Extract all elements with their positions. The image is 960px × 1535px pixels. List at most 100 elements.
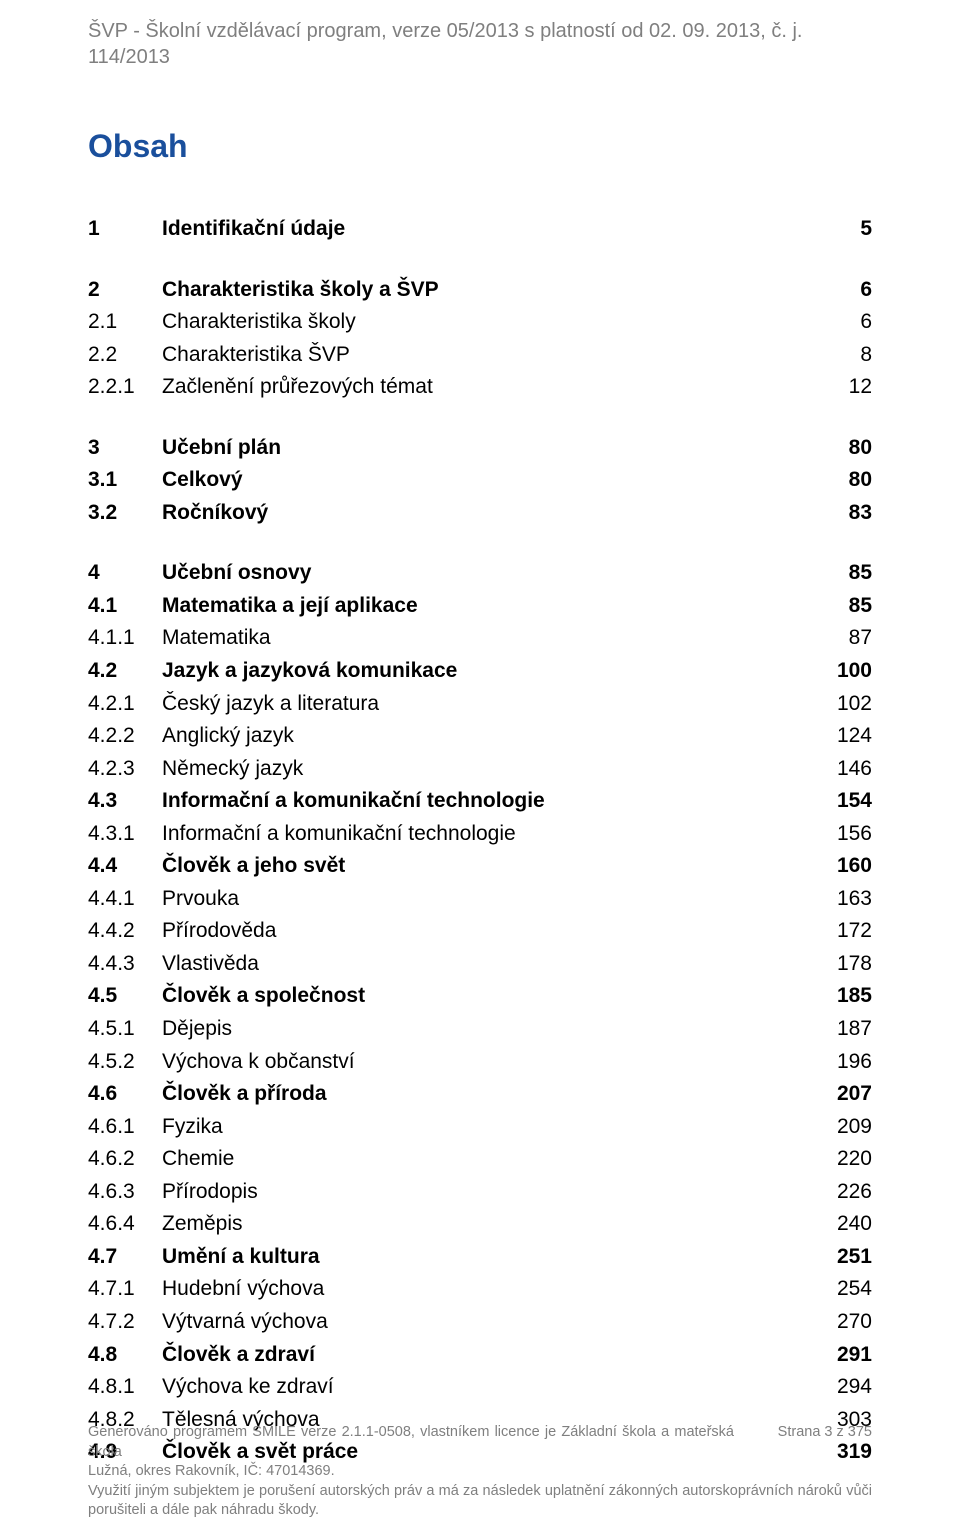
toc-row: 3.2Ročníkový83 — [88, 497, 872, 530]
toc-row: 2.2.1Začlenění průřezových témat12 — [88, 371, 872, 404]
toc-number: 4.6.3 — [88, 1176, 162, 1209]
toc-number: 4.6.4 — [88, 1208, 162, 1241]
toc-row: 4.5.1Dějepis187 — [88, 1013, 872, 1046]
toc-number: 4.1 — [88, 590, 162, 623]
toc-label: Přírodověda — [162, 915, 818, 948]
toc-number: 4.4.2 — [88, 915, 162, 948]
toc-page: 146 — [818, 753, 872, 786]
document-page: ŠVP - Školní vzdělávací program, verze 0… — [0, 0, 960, 1535]
toc-row: 4.5Člověk a společnost185 — [88, 980, 872, 1013]
toc-row: 3Učební plán80 — [88, 432, 872, 465]
toc-label: Člověk a příroda — [162, 1078, 818, 1111]
toc-number: 1 — [88, 213, 162, 246]
toc-number: 3 — [88, 432, 162, 465]
toc-label: Ročníkový — [162, 497, 818, 530]
toc-page: 8 — [818, 339, 872, 372]
toc-label: Vlastivěda — [162, 948, 818, 981]
toc-label: Prvouka — [162, 883, 818, 916]
toc-page: 294 — [818, 1371, 872, 1404]
toc-label: Člověk a společnost — [162, 980, 818, 1013]
toc-label: Charakteristika školy — [162, 306, 818, 339]
toc-number: 4.4.3 — [88, 948, 162, 981]
toc-page: 80 — [818, 464, 872, 497]
toc-row: 1Identifikační údaje5 — [88, 213, 872, 246]
toc-label: Chemie — [162, 1143, 818, 1176]
toc-row: 4.2Jazyk a jazyková komunikace100 — [88, 655, 872, 688]
footer-page-number: Strana 3 z 375 — [734, 1423, 872, 1462]
toc-block: 3Učební plán803.1Celkový803.2Ročníkový83 — [88, 432, 872, 530]
toc-label: Hudební výchova — [162, 1273, 818, 1306]
toc-label: Charakteristika školy a ŠVP — [162, 274, 818, 307]
toc-row: 4.6Člověk a příroda207 — [88, 1078, 872, 1111]
toc-label: Učební osnovy — [162, 557, 818, 590]
toc-label: Výchova k občanství — [162, 1046, 818, 1079]
toc-label: Matematika — [162, 622, 818, 655]
toc-label: Učební plán — [162, 432, 818, 465]
toc-page: 83 — [818, 497, 872, 530]
toc-label: Umění a kultura — [162, 1241, 818, 1274]
toc-block: 2Charakteristika školy a ŠVP62.1Charakte… — [88, 274, 872, 404]
toc-row: 3.1Celkový80 — [88, 464, 872, 497]
toc-page: 226 — [818, 1176, 872, 1209]
toc-label: Dějepis — [162, 1013, 818, 1046]
toc-number: 3.2 — [88, 497, 162, 530]
toc-row: 4.6.4Zeměpis240 — [88, 1208, 872, 1241]
toc-row: 4.7Umění a kultura251 — [88, 1241, 872, 1274]
toc-row: 4.4.1Prvouka163 — [88, 883, 872, 916]
toc-label: Výchova ke zdraví — [162, 1371, 818, 1404]
page-header: ŠVP - Školní vzdělávací program, verze 0… — [88, 18, 872, 70]
toc-row: 4.8.1Výchova ke zdraví294 — [88, 1371, 872, 1404]
toc-page: 102 — [818, 688, 872, 721]
toc-number: 4.6 — [88, 1078, 162, 1111]
toc-number: 4.3 — [88, 785, 162, 818]
toc-row: 4.2.2Anglický jazyk124 — [88, 720, 872, 753]
toc-label: Matematika a její aplikace — [162, 590, 818, 623]
toc-label: Identifikační údaje — [162, 213, 818, 246]
toc-row: 4.6.2Chemie220 — [88, 1143, 872, 1176]
toc-row: 4.3.1Informační a komunikační technologi… — [88, 818, 872, 851]
toc-row: 4.6.1Fyzika209 — [88, 1111, 872, 1144]
toc-label: Německý jazyk — [162, 753, 818, 786]
toc-page: 251 — [818, 1241, 872, 1274]
toc-row: 4.2.3Německý jazyk146 — [88, 753, 872, 786]
toc-number: 4.3.1 — [88, 818, 162, 851]
toc-page: 87 — [818, 622, 872, 655]
toc-number: 4.2.3 — [88, 753, 162, 786]
toc-page: 178 — [818, 948, 872, 981]
toc-row: 4.6.3Přírodopis226 — [88, 1176, 872, 1209]
toc-row: 2Charakteristika školy a ŠVP6 — [88, 274, 872, 307]
toc-number: 4.8.1 — [88, 1371, 162, 1404]
toc-row: 4.4.3Vlastivěda178 — [88, 948, 872, 981]
footer-line-1: Generováno programem SMILE verze 2.1.1-0… — [88, 1423, 734, 1462]
toc-label: Výtvarná výchova — [162, 1306, 818, 1339]
toc-number: 4.2.2 — [88, 720, 162, 753]
toc-block: 1Identifikační údaje5 — [88, 213, 872, 246]
toc-page: 85 — [818, 557, 872, 590]
toc-page: 154 — [818, 785, 872, 818]
toc-label: Fyzika — [162, 1111, 818, 1144]
table-of-contents: 1Identifikační údaje5 2Charakteristika šk… — [88, 213, 872, 1469]
toc-page: 124 — [818, 720, 872, 753]
toc-row: 4.3Informační a komunikační technologie1… — [88, 785, 872, 818]
page-footer: Generováno programem SMILE verze 2.1.1-0… — [88, 1423, 872, 1521]
toc-row: 4.5.2Výchova k občanství196 — [88, 1046, 872, 1079]
toc-block: 4Učební osnovy85 4.1Matematika a její apl… — [88, 557, 872, 1468]
toc-row: 4.2.1Český jazyk a literatura102 — [88, 688, 872, 721]
toc-number: 4.4 — [88, 850, 162, 883]
toc-number: 4.2.1 — [88, 688, 162, 721]
toc-number: 2 — [88, 274, 162, 307]
toc-page: 5 — [818, 213, 872, 246]
toc-number: 2.2 — [88, 339, 162, 372]
toc-row: 4.1.1Matematika87 — [88, 622, 872, 655]
toc-row: 4.4Člověk a jeho svět160 — [88, 850, 872, 883]
toc-page: 6 — [818, 274, 872, 307]
footer-line-3: Využití jiným subjektem je porušení auto… — [88, 1482, 872, 1521]
footer-line-2: Lužná, okres Rakovník, IČ: 47014369. — [88, 1462, 872, 1482]
toc-page: 207 — [818, 1078, 872, 1111]
toc-page: 240 — [818, 1208, 872, 1241]
toc-row: 4.4.2Přírodověda172 — [88, 915, 872, 948]
toc-number: 4 — [88, 557, 162, 590]
toc-label: Český jazyk a literatura — [162, 688, 818, 721]
toc-page: 254 — [818, 1273, 872, 1306]
toc-number: 4.2 — [88, 655, 162, 688]
